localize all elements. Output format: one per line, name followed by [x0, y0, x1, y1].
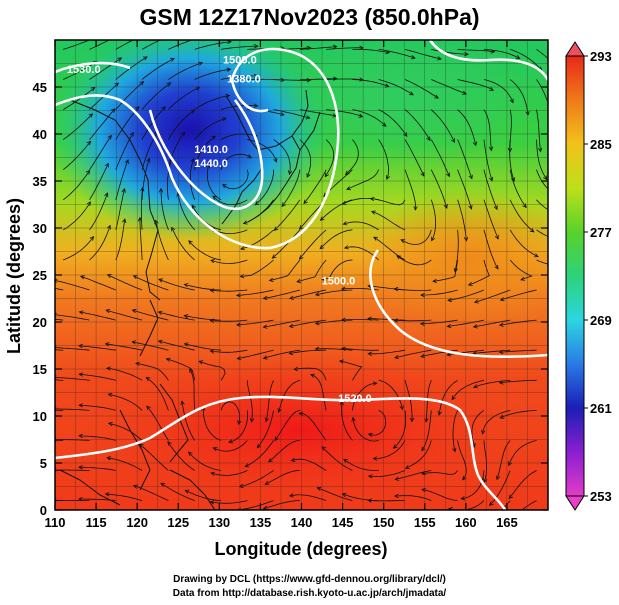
colorbar-tick-label: 285 [590, 137, 612, 152]
colorbar-tick-label: 253 [590, 489, 612, 504]
x-tick-label: 120 [126, 515, 148, 530]
colorbar-tick-label: 269 [590, 313, 612, 328]
y-tick-label: 40 [33, 127, 47, 142]
x-tick-label: 130 [208, 515, 230, 530]
colorbar-max-arrow [565, 41, 585, 57]
x-tick-label: 140 [291, 515, 313, 530]
x-tick-label: 165 [496, 515, 518, 530]
contour-label: 1520.0 [338, 393, 372, 405]
lat-lon-grid [55, 40, 548, 510]
x-tick-label: 135 [250, 515, 272, 530]
y-tick-label: 10 [33, 409, 47, 424]
geopotential-contours [55, 40, 548, 510]
y-tick-label: 5 [40, 456, 47, 471]
y-tick-label: 35 [33, 174, 47, 189]
x-tick-label: 115 [86, 515, 107, 530]
chart-title: GSM 12Z17Nov2023 (850.0hPa) [139, 4, 480, 30]
x-tick-label: 155 [414, 515, 436, 530]
y-axis-ticks: 0 5 10 15 20 25 30 35 40 45 [33, 80, 548, 518]
y-tick-label: 15 [33, 362, 47, 377]
colorbar-tick-label: 261 [590, 401, 612, 416]
colorbar-scale [565, 55, 585, 497]
contour-label: 1500.0 [322, 275, 356, 287]
y-tick-label: 30 [33, 221, 47, 236]
x-tick-label: 150 [373, 515, 395, 530]
x-tick-label: 160 [455, 515, 477, 530]
colorbar-min-arrow [565, 495, 585, 511]
contour-label: 1410.0 [194, 144, 228, 156]
contour-labels: 1530.0 1380.0 1500.0 1410.0 1440.0 1500.0 1520… [67, 55, 372, 405]
y-axis-title: Latitude (degrees) [4, 198, 24, 354]
contour-label: 1500.0 [223, 55, 257, 67]
colorbar: 253 261 269 277 285 293 [565, 41, 612, 511]
y-tick-label: 20 [33, 315, 47, 330]
y-tick-label: 45 [33, 80, 47, 95]
contour-label: 1530.0 [67, 64, 101, 76]
x-tick-label: 110 [45, 515, 66, 530]
contour-label: 1380.0 [227, 73, 261, 85]
temperature-field [55, 40, 548, 510]
contour-label: 1440.0 [194, 158, 228, 170]
coastlines [59, 89, 321, 510]
credit-data-source: Data from http://database.rish.kyoto-u.a… [172, 588, 447, 599]
colorbar-tick-label: 277 [590, 225, 612, 240]
credit-drawing: Drawing by DCL (https://www.gfd-dennou.o… [173, 574, 446, 585]
x-tick-label: 145 [332, 515, 354, 530]
x-axis-ticks: 110 115 120 125 130 135 140 145 150 155 160 165 [45, 40, 518, 530]
y-tick-label: 25 [33, 268, 47, 283]
colorbar-tick-label: 293 [590, 49, 612, 64]
x-axis-title: Longitude (degrees) [214, 539, 387, 559]
x-tick-label: 125 [167, 515, 189, 530]
y-tick-label: 0 [40, 503, 47, 518]
